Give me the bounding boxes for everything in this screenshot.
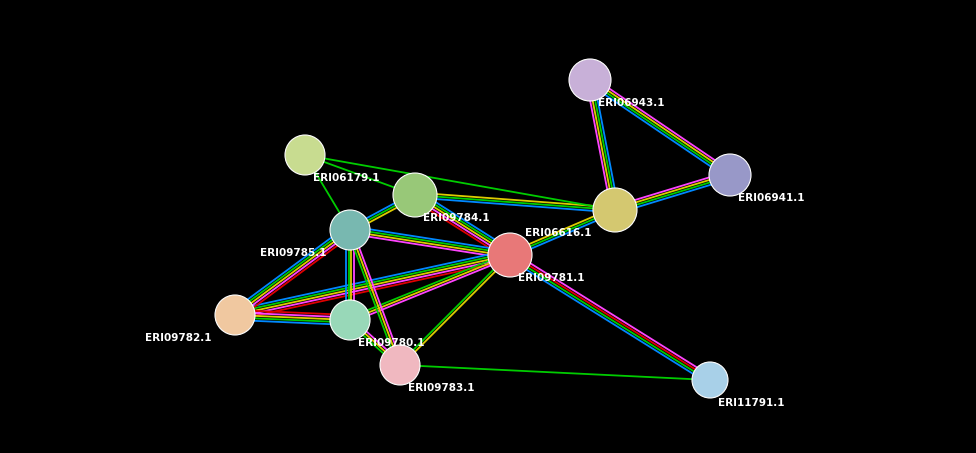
Ellipse shape [380, 345, 420, 385]
Ellipse shape [569, 59, 611, 101]
Text: ERI11791.1: ERI11791.1 [718, 398, 785, 408]
Ellipse shape [593, 188, 637, 232]
Ellipse shape [285, 135, 325, 175]
Text: ERI06616.1: ERI06616.1 [525, 228, 591, 238]
Ellipse shape [330, 300, 370, 340]
Text: ERI09784.1: ERI09784.1 [423, 213, 490, 223]
Text: ERI09783.1: ERI09783.1 [408, 383, 474, 393]
Text: ERI06943.1: ERI06943.1 [598, 98, 665, 108]
Ellipse shape [692, 362, 728, 398]
Text: ERI09780.1: ERI09780.1 [358, 338, 425, 348]
Ellipse shape [215, 295, 255, 335]
Text: ERI06179.1: ERI06179.1 [313, 173, 380, 183]
Text: ERI06941.1: ERI06941.1 [738, 193, 804, 203]
Ellipse shape [393, 173, 437, 217]
Ellipse shape [709, 154, 751, 196]
Text: ERI09781.1: ERI09781.1 [518, 273, 585, 283]
Ellipse shape [330, 210, 370, 250]
Text: ERI09782.1: ERI09782.1 [145, 333, 212, 343]
Text: ERI09785.1: ERI09785.1 [260, 248, 327, 258]
Ellipse shape [488, 233, 532, 277]
